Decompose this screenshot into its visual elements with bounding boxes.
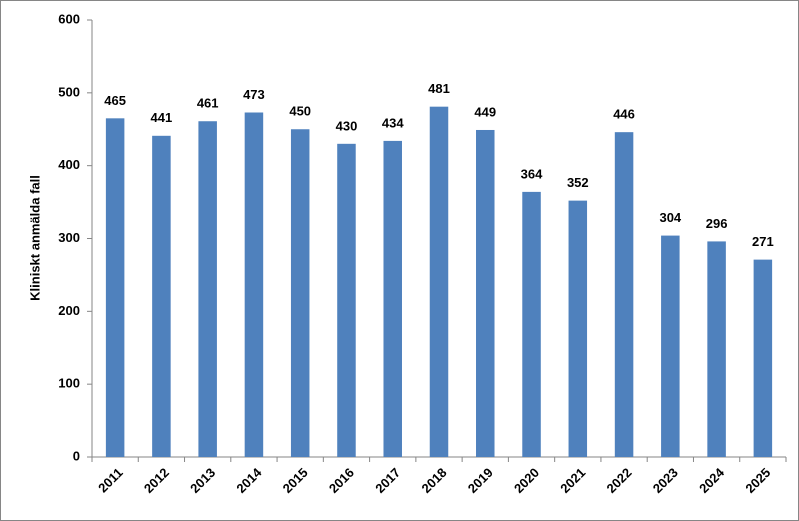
bar bbox=[476, 129, 495, 457]
bar bbox=[707, 241, 726, 457]
bar bbox=[661, 235, 680, 457]
data-label: 473 bbox=[243, 87, 265, 102]
data-label: 271 bbox=[752, 234, 774, 249]
bar bbox=[568, 200, 588, 458]
y-axis-label: Kliniskt anmälda fall bbox=[27, 175, 42, 301]
data-label: 461 bbox=[197, 96, 219, 111]
y-tick-label: 500 bbox=[58, 84, 80, 99]
y-tick-label: 400 bbox=[58, 157, 80, 172]
bar bbox=[383, 140, 402, 458]
data-label: 465 bbox=[104, 93, 126, 108]
bar bbox=[244, 112, 264, 457]
bar bbox=[614, 132, 634, 457]
data-label: 446 bbox=[613, 107, 635, 122]
data-label: 450 bbox=[289, 104, 311, 119]
data-label: 296 bbox=[706, 216, 728, 231]
bar bbox=[152, 135, 171, 457]
bar bbox=[198, 121, 217, 457]
data-label: 430 bbox=[336, 118, 358, 133]
bar bbox=[290, 129, 310, 457]
bar bbox=[105, 118, 125, 457]
bar bbox=[753, 259, 773, 457]
data-label: 352 bbox=[567, 175, 589, 190]
data-label: 441 bbox=[151, 110, 173, 125]
data-label: 364 bbox=[521, 166, 543, 181]
data-label: 304 bbox=[659, 210, 681, 225]
y-tick-label: 0 bbox=[73, 448, 80, 463]
bar bbox=[522, 191, 541, 458]
y-tick-label: 200 bbox=[58, 303, 80, 318]
bar bbox=[337, 143, 356, 458]
y-tick-label: 300 bbox=[58, 230, 80, 245]
data-label: 434 bbox=[382, 115, 404, 130]
data-label: 481 bbox=[428, 81, 450, 96]
data-label: 449 bbox=[474, 104, 496, 119]
y-tick-label: 600 bbox=[58, 11, 80, 26]
bar bbox=[429, 106, 449, 458]
y-tick-label: 100 bbox=[58, 376, 80, 391]
